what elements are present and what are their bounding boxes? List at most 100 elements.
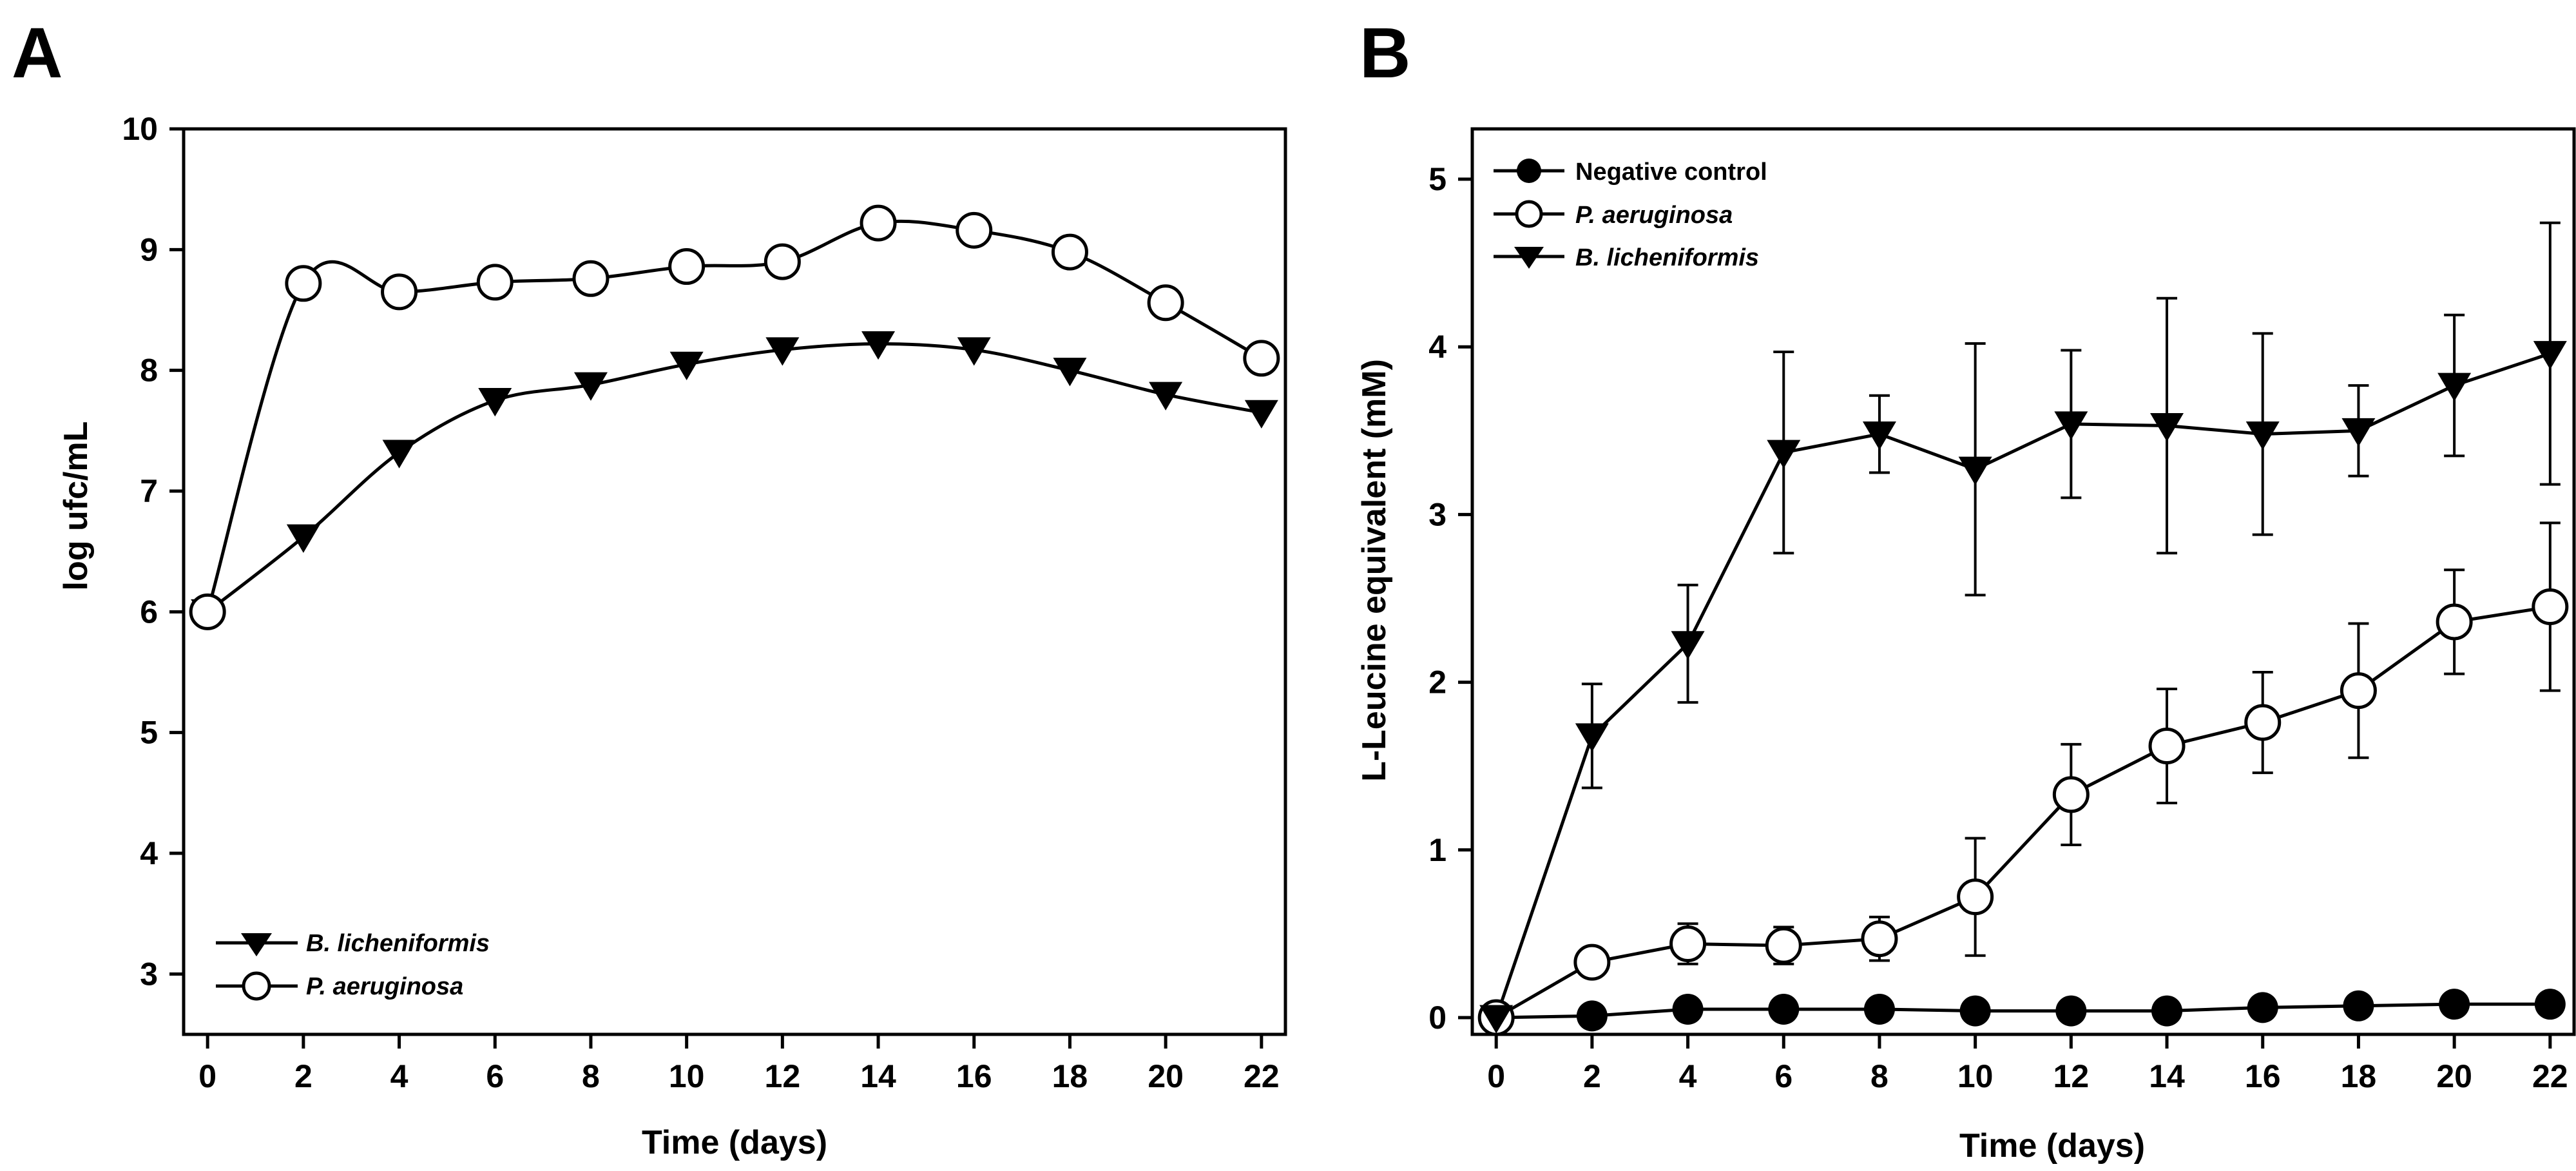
- panel-b-data-point-p-aeruginosa: [1957, 878, 1994, 916]
- panel-a-data-point-b-licheniformis: [286, 524, 320, 553]
- panel-a-x-tick-label: 12: [765, 1058, 801, 1094]
- panel-b-data-point-b-licheniformis: [2437, 373, 2472, 402]
- panel-b-data-point-negative-control: [2439, 989, 2470, 1020]
- panel-b-legend: Negative control P. aeruginosa B. lichen…: [1494, 159, 1767, 271]
- panel-b-plot-frame: [1470, 127, 2576, 1036]
- panel-b-data-point-negative-control: [1959, 995, 1991, 1027]
- legend-label-p-aeruginosa: P. aeruginosa: [306, 973, 463, 1000]
- panel-b-data-point-negative-control: [2151, 995, 2183, 1027]
- panel-b-series-line-p-aeruginosa: [1495, 605, 2551, 1020]
- panel-b-data-point-negative-control: [2343, 990, 2374, 1021]
- panel-a-data-point-b-licheniformis: [861, 331, 896, 360]
- panel-a-data-point-b-licheniformis: [1244, 400, 1278, 429]
- panel-a-data-point-b-licheniformis: [1149, 382, 1183, 411]
- panel-b-data-point-p-aeruginosa: [2340, 672, 2377, 710]
- panel-b-data-point-negative-control: [2055, 995, 2087, 1027]
- panel-a-y-tick-label: 8: [140, 353, 158, 389]
- panel-a-x-tick-label: 2: [294, 1058, 312, 1094]
- panel-b-data-point-b-licheniformis: [2054, 411, 2088, 440]
- panel-a-data-point-b-licheniformis: [1053, 358, 1087, 387]
- legend-marker-triangle-icon-b: [1514, 247, 1544, 269]
- panel-b-data-point-b-licheniformis: [1671, 631, 1705, 660]
- legend-marker-open-circle-icon-b: [1515, 200, 1543, 228]
- panel-b-y-tick-label: 3: [1428, 496, 1447, 532]
- panel-b-x-tick-label: 0: [1487, 1058, 1505, 1094]
- panel-a-y-tick-label: 6: [140, 594, 158, 630]
- panel-a-series-line-p-aeruginosa: [206, 219, 1263, 613]
- panel-b-y-tick-label: 5: [1428, 161, 1447, 197]
- panel-b-data-point-b-licheniformis: [2341, 418, 2376, 447]
- panel-a-data-point-p-aeruginosa: [764, 243, 801, 280]
- panel-b-x-tick-label: 6: [1774, 1058, 1793, 1094]
- panel-b-series-line-b-licheniformis: [1494, 352, 2551, 1018]
- panel-a-data-point-p-aeruginosa: [860, 204, 897, 242]
- panel-b-data-point-p-aeruginosa: [2532, 588, 2569, 626]
- panel-b-data-point-p-aeruginosa: [1861, 920, 1898, 958]
- panel-a-x-tick-label: 22: [1244, 1058, 1280, 1094]
- panel-b-x-tick-label: 20: [2436, 1058, 2472, 1094]
- panel-b-y-axis-title: L-Leucine equivalent (mM): [1356, 359, 1393, 782]
- panel-b-y-tick-label: 4: [1428, 329, 1447, 365]
- panel-a-data-point-p-aeruginosa: [476, 264, 514, 301]
- panel-b-data-point-b-licheniformis: [1862, 421, 1896, 450]
- panel-b-data-point-p-aeruginosa: [2052, 776, 2090, 813]
- panel-a-data-point-b-licheniformis: [669, 351, 704, 380]
- panel-b-x-tick-label: 22: [2532, 1058, 2568, 1094]
- panel-a-data-point-b-licheniformis: [382, 440, 416, 469]
- legend-marker-filled-circle-icon: [1517, 159, 1541, 183]
- panel-a-series-line-b-licheniformis: [206, 342, 1262, 614]
- panel-b-data-point-negative-control: [1576, 1000, 1608, 1032]
- panel-b-data-point-b-licheniformis: [1767, 440, 1801, 469]
- legend-label-p-aeruginosa-b: P. aeruginosa: [1575, 202, 1733, 229]
- panel-b-data-point-p-aeruginosa: [1573, 944, 1611, 981]
- legend-label-b-licheniformis: B. licheniformis: [306, 930, 490, 957]
- panel-b-x-tick-label: 14: [2149, 1058, 2185, 1094]
- panel-a: A Time (days) log ufc/mL B. licheniformi…: [12, 14, 1287, 1161]
- panel-a-x-tick-label: 14: [860, 1058, 896, 1094]
- legend-marker-triangle-icon: [241, 933, 272, 956]
- panel-a-data-point-p-aeruginosa: [668, 248, 706, 285]
- panel-b-y-tick-label: 2: [1428, 664, 1447, 701]
- panel-b-x-tick-label: 2: [1583, 1058, 1601, 1094]
- panel-b-data-point-negative-control: [1863, 993, 1895, 1025]
- panel-b-x-tick-label: 18: [2341, 1058, 2377, 1094]
- panel-a-data-point-b-licheniformis: [765, 337, 800, 366]
- panel-a-y-tick-label: 5: [140, 715, 158, 751]
- panel-b: B Time (days) L-Leucine equivalent (mM) …: [1356, 14, 2576, 1165]
- panel-a-x-tick-label: 0: [198, 1058, 216, 1094]
- panel-b-data-point-b-licheniformis: [1479, 1005, 1514, 1034]
- panel-b-data-point-p-aeruginosa: [1669, 925, 1707, 962]
- panel-a-y-tick-label: 7: [140, 473, 158, 509]
- panel-b-data-point-p-aeruginosa: [2436, 603, 2473, 641]
- panel-a-x-tick-label: 8: [582, 1058, 600, 1094]
- panel-b-label: B: [1360, 14, 1410, 93]
- panel-a-y-tick-label: 3: [140, 956, 158, 992]
- panel-a-data-point-p-aeruginosa: [956, 211, 993, 249]
- panel-b-data-point-b-licheniformis: [2533, 341, 2567, 370]
- panel-a-data-point-p-aeruginosa: [189, 593, 226, 630]
- panel-b-y-tick-label: 1: [1428, 832, 1447, 868]
- panel-b-data-point-b-licheniformis: [1958, 456, 1992, 485]
- panel-a-x-tick-label: 6: [486, 1058, 504, 1094]
- panel-a-label: A: [12, 14, 62, 93]
- panel-a-x-tick-label: 4: [390, 1058, 409, 1094]
- panel-a-data-point-p-aeruginosa: [572, 260, 610, 297]
- panel-a-data-point-p-aeruginosa: [285, 265, 322, 302]
- panel-a-x-tick-label: 18: [1052, 1058, 1088, 1094]
- panel-a-data-point-p-aeruginosa: [381, 273, 418, 311]
- panel-b-data-point-b-licheniformis: [2150, 413, 2184, 442]
- panel-b-series-line-negative-control: [1496, 1002, 2550, 1020]
- legend-marker-open-circle-icon: [242, 971, 271, 1001]
- panel-a-y-axis-title: log ufc/mL: [57, 421, 95, 591]
- legend-label-negative-control: Negative control: [1575, 159, 1767, 186]
- panel-b-data-point-b-licheniformis: [2245, 421, 2280, 450]
- panel-a-y-tick-label: 10: [122, 111, 158, 147]
- panel-b-data-point-negative-control: [1672, 993, 1704, 1025]
- panel-b-x-tick-label: 16: [2245, 1058, 2281, 1094]
- panel-a-data-point-b-licheniformis: [957, 337, 991, 366]
- panel-b-data-point-negative-control: [1768, 993, 1800, 1025]
- panel-a-data-point-p-aeruginosa: [1147, 284, 1184, 322]
- panel-b-x-tick-label: 4: [1679, 1058, 1697, 1094]
- panel-b-data-point-p-aeruginosa: [1765, 927, 1802, 964]
